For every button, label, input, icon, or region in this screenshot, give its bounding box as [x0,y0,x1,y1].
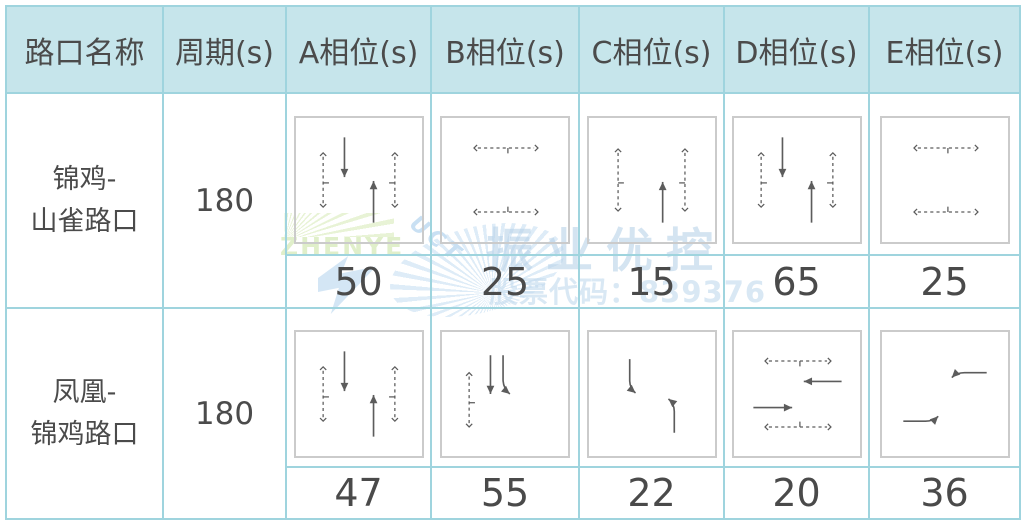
row2-values: 47 55 22 20 36 [6,466,1021,520]
phase-value: 65 [723,254,870,309]
row2-diagrams: 凤凰- 锦鸡路口 180 [5,307,1021,520]
phase-diagram [731,116,862,244]
phase-diagram [440,329,570,458]
phase-value: 50 [285,254,432,309]
intersection-name-line1: 凤凰- [52,376,117,408]
phase-value: 55 [430,466,580,520]
phase-value: 36 [868,466,1021,520]
phase-diagram [586,116,717,244]
header-phase-b: B相位(s) [430,5,580,94]
intersection-name-line1: 锦鸡- [52,163,117,195]
header-cycle: 周期(s) [162,5,287,94]
signal-timing-table: 路口名称 周期(s) A相位(s) B相位(s) C相位(s) D相位(s) E… [5,5,1021,520]
header-phase-d: D相位(s) [723,5,870,94]
header-intersection-name: 路口名称 [5,5,164,94]
intersection-name-line2: 锦鸡路口 [30,418,139,450]
phase-diagram [440,116,570,244]
phase-value: 20 [723,466,870,520]
header-row: 路口名称 周期(s) A相位(s) B相位(s) C相位(s) D相位(s) E… [5,5,1021,94]
cycle-value: 180 [162,92,287,309]
phase-diagram [293,116,424,244]
intersection-name: 凤凰- 锦鸡路口 [5,307,164,520]
phase-diagram [586,329,717,458]
phase-value: 25 [430,254,580,309]
cycle-value: 180 [162,307,287,520]
row1-diagrams: 锦鸡- 山雀路口 180 [5,92,1021,309]
phase-diagram [293,329,424,458]
phase-value: 15 [578,254,725,309]
phase-value: 25 [868,254,1021,309]
header-phase-e: E相位(s) [868,5,1021,94]
intersection-name: 锦鸡- 山雀路口 [5,92,164,309]
intersection-name-line2: 山雀路口 [30,205,139,237]
phase-value: 47 [285,466,432,520]
header-phase-c: C相位(s) [578,5,725,94]
header-phase-a: A相位(s) [285,5,432,94]
phase-diagram [879,116,1010,244]
phase-value: 22 [578,466,725,520]
phase-diagram [731,329,862,458]
phase-diagram [879,329,1010,458]
